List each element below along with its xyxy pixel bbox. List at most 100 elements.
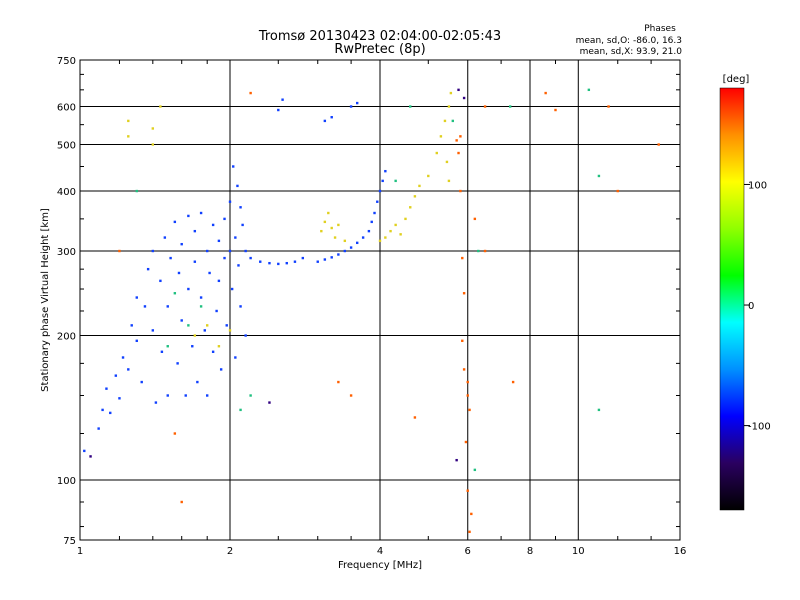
data-point [285,261,288,265]
plot-frame [79,59,681,541]
stats-header: Phases [644,24,676,34]
data-point [462,292,466,295]
data-point [203,329,206,332]
data-point [101,408,104,412]
data-point [187,214,190,218]
x-tick-label: 16 [674,546,687,557]
data-point [399,233,402,236]
data-point [394,223,397,227]
scatter-points [83,88,660,534]
colorbar-gradient [719,87,745,511]
data-point [330,226,333,230]
data-point [464,440,468,444]
data-point [239,408,242,412]
data-point [83,449,86,453]
data-point [277,262,280,266]
data-point [370,220,373,224]
data-point [462,96,466,100]
data-point [166,345,169,348]
data-point [217,345,221,348]
data-point [241,223,244,227]
data-point [208,271,211,275]
data-point [466,394,469,397]
data-point [443,119,447,123]
data-point [459,135,462,138]
axis-ticks: 1 2 4 6 8 10 16 75 100 200 300 400 500 600 750 [57,56,686,557]
y-tick-label: 100 [57,476,76,487]
data-point [455,139,458,142]
data-point [587,88,591,92]
grid-lines [80,60,680,540]
data-point [159,105,162,108]
data-point [109,411,112,415]
data-point [169,256,172,260]
data-point [268,401,271,404]
data-point [140,380,143,384]
data-point [466,489,469,492]
data-point [225,324,228,327]
data-point [205,324,209,327]
data-point [470,512,473,516]
data-point [244,334,247,337]
data-point [320,229,323,233]
data-point [449,91,453,95]
data-point [114,374,118,377]
x-tick-label: 10 [572,546,585,557]
data-point [234,356,237,359]
data-point [361,236,365,239]
data-point [166,394,169,397]
data-point [544,91,547,95]
data-point [384,169,387,173]
data-point [597,174,601,178]
data-point [223,256,226,260]
data-point [249,91,252,95]
data-point [508,105,512,108]
data-point [330,256,333,259]
data-point [236,184,239,188]
data-point [597,408,601,412]
data-point [293,260,297,263]
data-point [409,206,412,209]
data-point [418,184,421,188]
data-point [477,249,480,253]
y-tick-label: 400 [57,187,76,198]
data-point [461,256,464,260]
data-point [160,350,164,353]
data-point [657,143,660,146]
data-point [281,98,284,101]
data-point [217,239,221,243]
colorbar: [deg] 100 0 -100 [719,74,771,511]
x-tick-label: 1 [77,546,83,557]
data-point [154,401,158,404]
data-point [466,380,469,384]
data-point [367,229,371,233]
x-tick-label: 2 [227,546,233,557]
data-point [187,324,190,327]
chart-title: Tromsø 20130423 02:04:00-02:05:43 [258,29,501,44]
data-point [455,458,458,462]
stats-line-o: mean, sd,O: -86.0, 16.3 [576,36,682,46]
data-point [373,211,376,215]
data-point [159,279,162,283]
data-point [193,229,197,233]
data-point [378,239,382,243]
data-point [249,256,252,260]
colorbar-tick-label: -100 [748,422,771,433]
y-tick-label: 300 [57,247,76,258]
data-point [384,236,387,239]
data-point [337,223,340,227]
data-point [327,211,330,215]
data-point [461,339,464,343]
data-point [323,119,327,123]
data-point [151,329,155,332]
data-point [343,249,347,253]
data-point [193,260,197,263]
y-tick-label: 500 [57,141,76,152]
data-point [316,260,319,263]
data-point [473,468,477,472]
data-point [337,380,340,384]
colorbar-label: [deg] [723,74,750,85]
data-point [219,368,223,371]
data-point [616,189,619,193]
data-point [343,239,347,243]
